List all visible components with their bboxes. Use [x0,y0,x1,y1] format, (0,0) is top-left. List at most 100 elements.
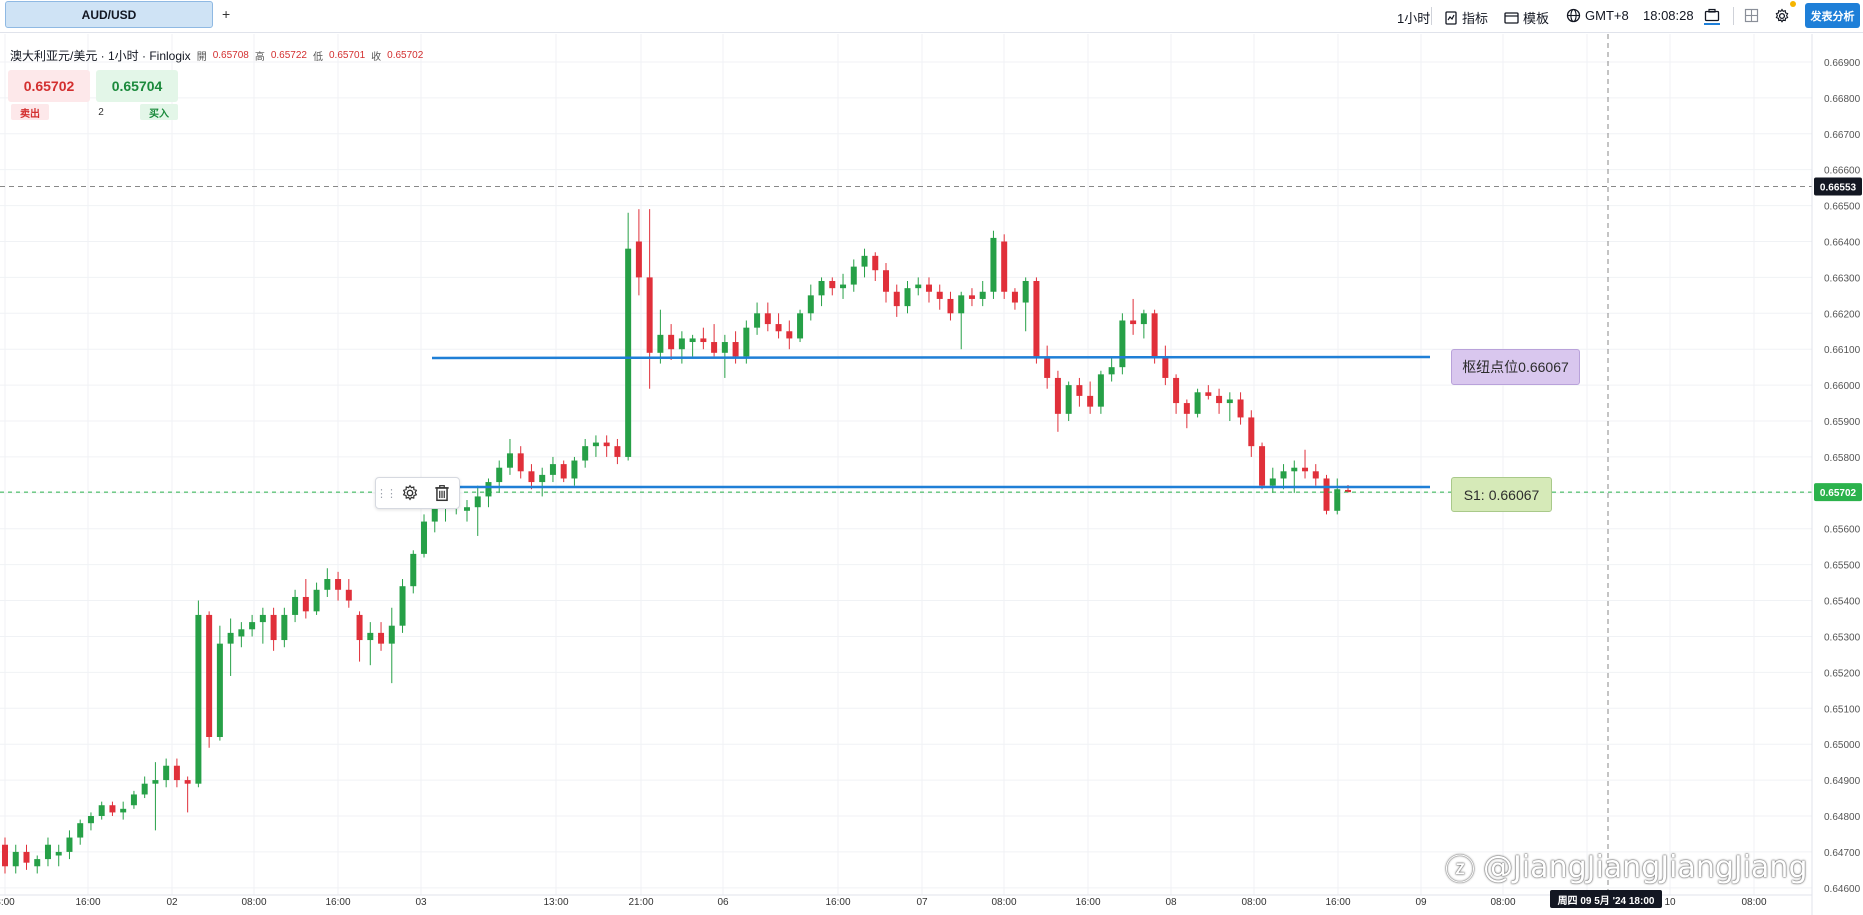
candle-body [399,586,406,626]
candle-body [1205,392,1212,396]
sell-button[interactable]: 卖出 [11,104,49,120]
candle-body [184,780,191,784]
candle [152,762,159,831]
candle-body [775,324,782,332]
candle [356,611,363,662]
candle-body [1312,471,1319,479]
candle-body [754,313,761,328]
candle-body [1054,377,1061,414]
candle [335,571,342,601]
candle-body [1087,395,1094,407]
candle-body [850,266,857,285]
candle-body [270,614,277,641]
settings-button[interactable] [1774,8,1790,24]
time-tick-label: 08:00 [991,897,1016,908]
candle-body [109,805,116,813]
timezone-button[interactable]: GMT+8 [1566,8,1629,23]
candle [1130,298,1137,335]
price-tick-label: 0.65400 [1824,597,1861,608]
candle-body [668,334,675,350]
line-settings-button[interactable] [394,478,426,508]
price-tick-label: 0.64700 [1824,848,1861,859]
time-tick-label: 06 [717,897,729,908]
interval-button[interactable]: 1小时 [1397,8,1430,27]
candle [474,485,481,536]
candle-body [840,284,847,289]
candle [12,844,19,874]
candle-body [990,237,997,292]
price-tick-label: 0.64900 [1824,776,1861,787]
candle [66,830,73,860]
drag-handle-icon[interactable]: ⋮⋮ [376,487,397,500]
price-tick-label: 0.65800 [1824,453,1861,464]
screenshot-button[interactable] [1704,8,1720,25]
symbol-tab[interactable]: AUD/USD [5,1,213,28]
pivot-line-label[interactable]: 枢纽点位0.66067 [1451,349,1580,385]
candle [506,438,513,475]
candle [195,600,202,788]
candle [528,464,535,490]
layout-button[interactable] [1744,8,1759,23]
quantity-input[interactable]: 2 [98,106,104,118]
candle-body [1108,367,1115,375]
candle [1269,467,1276,493]
candle [2,837,8,874]
watermark: ⓩ @JiangJiangJiangJiang [1445,845,1808,889]
price-tick-label: 0.66100 [1824,345,1861,356]
candle [302,579,309,619]
candle [44,837,51,867]
candle [1140,309,1147,339]
candle-body [915,284,922,289]
buy-button[interactable]: 买入 [140,104,178,120]
time-tick-label: 21:00 [628,897,653,908]
line-delete-button[interactable] [426,478,458,508]
candle [238,622,245,648]
drawn-lines [0,34,1812,895]
candle [861,248,868,278]
time-tick-label: 02 [166,897,178,908]
gear-icon [1775,8,1789,23]
candle-body [711,342,718,353]
candle [571,456,578,486]
buy-price-button[interactable]: 0.65704 [96,70,178,102]
candle [485,478,492,508]
candle [421,514,428,558]
candle-body [818,280,825,296]
price-chart[interactable]: 0.66900 0.66800 0.66700 0.66600 0.66500 0.664… [0,34,1863,915]
candle-body [259,614,266,623]
templates-button[interactable]: 模板 [1504,8,1549,27]
candle [614,438,621,465]
candle [227,618,234,676]
price-tick-label: 0.66000 [1824,381,1861,392]
candle-body [12,851,19,867]
camera-icon [1704,8,1720,22]
candle [743,320,750,364]
candle [367,622,374,666]
candle-body [968,295,975,299]
candle [979,280,986,307]
publish-analysis-button[interactable]: 发表分析 [1805,3,1860,28]
candle-body [55,851,62,856]
candle-body [743,327,750,357]
candle-body [506,453,513,468]
sell-price-button[interactable]: 0.65702 [8,70,90,102]
top-toolbar: AUD/USD + 1小时 指标 模板 GMT+8 18:08:28 发表分析 [0,0,1863,33]
add-tab-button[interactable]: + [222,6,231,22]
candle-body [1151,313,1158,357]
time-tick-label: 08:00 [1241,897,1266,908]
candle-body [1323,478,1330,511]
s1-line-label[interactable]: S1: 0.66067 [1451,477,1552,512]
candle [1226,392,1233,422]
candle-body [1001,241,1008,292]
indicators-button[interactable]: 指标 [1444,8,1488,27]
candle [1033,277,1040,364]
candle-body [1097,374,1104,407]
last-price-tag [1814,483,1862,502]
candle-body [893,291,900,307]
candle [216,625,223,741]
candle-body [335,579,342,590]
time-tick-label: 08 [1165,897,1177,908]
watermark-text: @JiangJiangJiangJiang [1483,849,1808,885]
candle [292,589,299,623]
price-tick-label: 0.65500 [1824,561,1861,572]
